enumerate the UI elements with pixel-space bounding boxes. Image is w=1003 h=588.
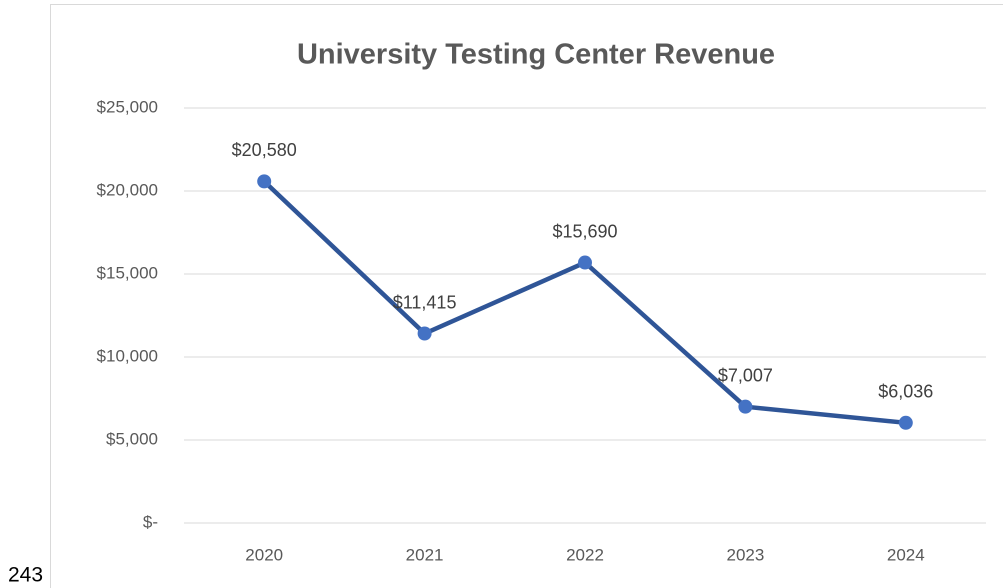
- y-tick-label: $5,000: [106, 429, 158, 448]
- x-tick-label: 2020: [245, 545, 283, 564]
- data-label: $20,580: [232, 140, 297, 160]
- x-tick-label: 2024: [887, 545, 925, 564]
- data-label: $11,415: [393, 292, 457, 312]
- page-number: 243: [8, 564, 43, 587]
- y-tick-label: $25,000: [97, 97, 158, 116]
- data-label: $6,036: [878, 382, 933, 402]
- marker: [578, 255, 592, 270]
- data-label: $15,690: [552, 221, 617, 241]
- data-label: $7,007: [718, 365, 773, 385]
- marker: [738, 399, 753, 414]
- chart-frame: [50, 4, 1003, 588]
- y-tick-label: $20,000: [97, 180, 158, 199]
- marker: [417, 326, 432, 341]
- x-tick-label: 2023: [726, 545, 764, 564]
- x-tick-label: 2022: [566, 545, 604, 564]
- y-tick-label: $15,000: [97, 263, 158, 282]
- marker: [257, 174, 272, 189]
- y-tick-label: $10,000: [97, 346, 158, 365]
- y-tick-label: $-: [143, 512, 158, 531]
- chart-title: University Testing Center Revenue: [297, 39, 775, 71]
- x-tick-label: 2021: [406, 545, 444, 564]
- marker: [898, 415, 913, 430]
